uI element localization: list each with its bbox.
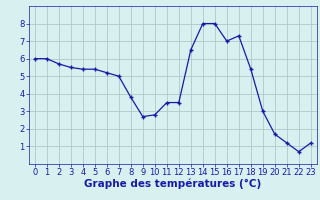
X-axis label: Graphe des températures (°C): Graphe des températures (°C) (84, 179, 261, 189)
